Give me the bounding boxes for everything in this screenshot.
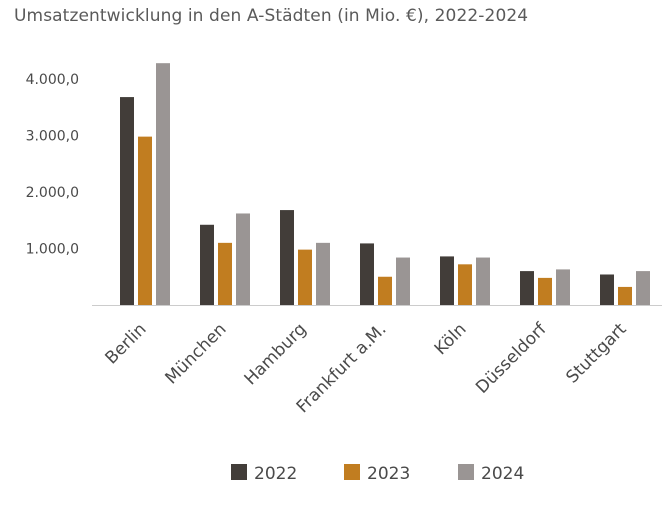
bar-2023-5 bbox=[458, 264, 472, 305]
bar-2024-4 bbox=[396, 257, 410, 305]
x-tick-label: Hamburg bbox=[241, 319, 311, 389]
bar-2024-5 bbox=[476, 257, 490, 305]
legend-label-2022: 2022 bbox=[254, 464, 297, 484]
y-tick-label: 2.000,0 bbox=[26, 185, 79, 201]
bar-2022-2 bbox=[200, 224, 214, 305]
bar-2022-1 bbox=[120, 97, 134, 305]
bar-2022-3 bbox=[280, 210, 294, 305]
bar-2023-3 bbox=[298, 249, 312, 305]
legend-swatch-2024 bbox=[458, 464, 474, 480]
legend-swatch-2022 bbox=[231, 464, 247, 480]
bar-2022-5 bbox=[440, 256, 454, 305]
bar-2023-6 bbox=[538, 277, 552, 305]
bar-2024-3 bbox=[316, 242, 330, 305]
legend-swatch-2023 bbox=[344, 464, 360, 480]
y-axis-labels: 1.000,0 2.000,0 3.000,0 4.000,0 bbox=[26, 72, 79, 258]
bar-2022-6 bbox=[520, 271, 534, 305]
bar-2024-1 bbox=[156, 63, 170, 306]
x-tick-label: Berlin bbox=[102, 319, 151, 368]
bar-2023-4 bbox=[378, 276, 392, 305]
x-tick-label: München bbox=[162, 319, 231, 388]
bar-2024-2 bbox=[236, 213, 250, 305]
bar-2023-2 bbox=[218, 242, 232, 305]
chart-title: Umsatzentwicklung in den A-Städten (in M… bbox=[14, 6, 529, 26]
legend: 2022 2023 2024 bbox=[231, 464, 524, 484]
x-tick-label: Köln bbox=[431, 319, 471, 359]
bar-2023-7 bbox=[618, 286, 632, 305]
y-tick-label: 1.000,0 bbox=[26, 242, 79, 258]
x-tick-label: Stuttgart bbox=[562, 319, 630, 387]
legend-label-2023: 2023 bbox=[367, 464, 410, 484]
x-tick-label: Düsseldorf bbox=[472, 319, 551, 398]
legend-label-2024: 2024 bbox=[481, 464, 524, 484]
bars-group bbox=[120, 63, 650, 306]
y-tick-label: 3.000,0 bbox=[26, 129, 79, 145]
y-tick-label: 4.000,0 bbox=[26, 72, 79, 88]
bar-2023-1 bbox=[138, 136, 152, 305]
bar-2024-6 bbox=[556, 269, 570, 305]
bar-2024-7 bbox=[636, 271, 650, 305]
bar-2022-7 bbox=[600, 274, 614, 305]
bar-2022-4 bbox=[360, 243, 374, 305]
